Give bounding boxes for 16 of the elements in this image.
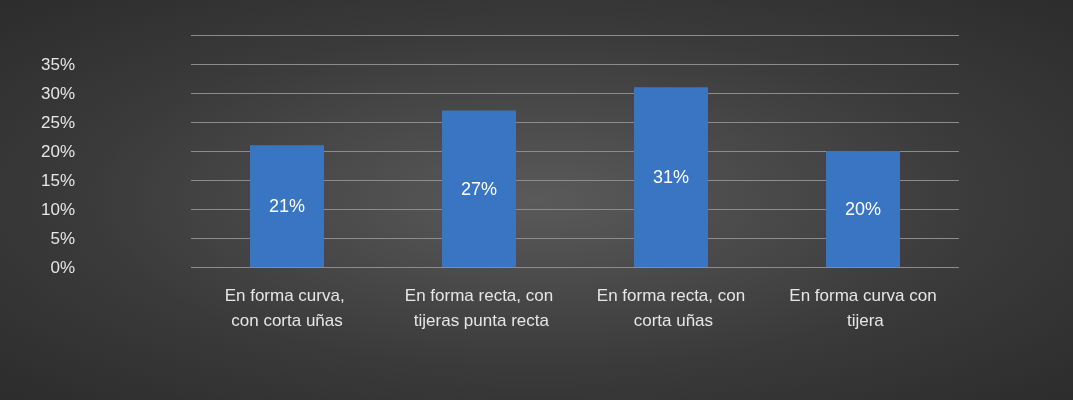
data-label: 27%	[460, 178, 498, 199]
y-tick-label: 15%	[40, 170, 75, 190]
y-tick-label: 25%	[40, 112, 75, 132]
data-label: 21%	[268, 196, 306, 217]
x-tick-label: En forma recta, con corta uñas	[596, 286, 746, 330]
x-tick-label: En forma recta, con tijeras punta recta	[404, 286, 554, 330]
y-tick-label: 0%	[50, 257, 75, 277]
y-tick-label: 20%	[40, 141, 75, 161]
data-label: 31%	[652, 167, 690, 188]
y-tick-label: 5%	[50, 228, 75, 248]
data-label: 20%	[844, 199, 882, 219]
y-tick-label: 30%	[40, 83, 75, 103]
x-tick-label: En forma curva, con corta uñas	[224, 286, 350, 330]
y-tick-label: 35%	[40, 54, 75, 74]
y-tick-label: 10%	[40, 199, 75, 219]
x-tick-label: En forma curva con tijera	[789, 286, 937, 330]
